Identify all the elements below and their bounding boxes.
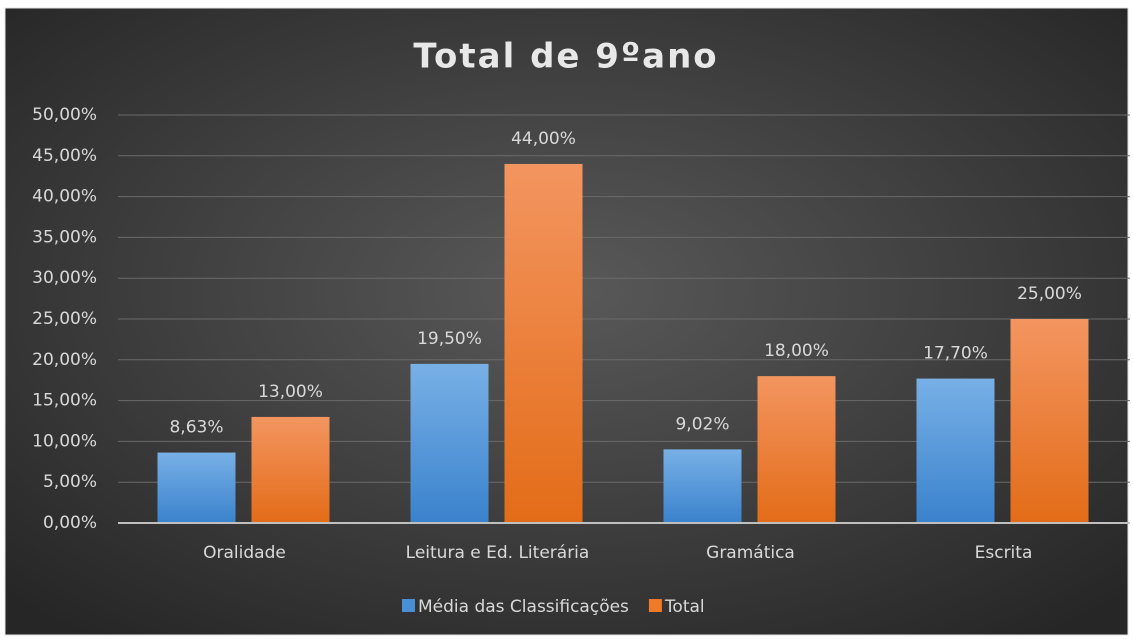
bar xyxy=(251,416,330,523)
x-tick-label: Oralidade xyxy=(203,543,286,563)
legend-swatch xyxy=(402,599,415,612)
y-tick-label: 40,00% xyxy=(32,187,97,207)
legend-label: Total xyxy=(664,597,705,617)
data-label: 17,70% xyxy=(923,344,988,364)
bar xyxy=(157,452,236,523)
data-label: 18,00% xyxy=(764,341,829,361)
x-tick-label: Leitura e Ed. Literária xyxy=(406,543,590,563)
bar xyxy=(916,378,995,523)
y-tick-label: 15,00% xyxy=(32,391,97,411)
data-label: 19,50% xyxy=(417,329,482,349)
data-label: 13,00% xyxy=(258,382,323,402)
y-tick-label: 20,00% xyxy=(32,350,97,370)
bar xyxy=(1010,319,1089,523)
bar xyxy=(663,449,742,523)
y-tick-label: 25,00% xyxy=(32,309,97,329)
y-tick-label: 30,00% xyxy=(32,268,97,288)
y-tick-label: 50,00% xyxy=(32,105,97,125)
legend-label: Média das Classificações xyxy=(418,597,629,617)
y-tick-label: 35,00% xyxy=(32,227,97,247)
data-label: 44,00% xyxy=(511,129,576,149)
chart-title: Total de 9ºano xyxy=(413,37,718,77)
x-tick-label: Gramática xyxy=(706,543,795,563)
data-label: 25,00% xyxy=(1017,284,1082,304)
bar xyxy=(504,163,583,523)
y-tick-label: 45,00% xyxy=(32,146,97,166)
data-label: 8,63% xyxy=(169,418,223,438)
bar xyxy=(757,376,836,523)
y-tick-label: 0,00% xyxy=(43,513,97,533)
bar xyxy=(410,363,489,523)
x-tick-label: Escrita xyxy=(975,543,1033,563)
legend-swatch xyxy=(648,599,662,612)
y-tick-label: 5,00% xyxy=(43,472,97,492)
data-label: 9,02% xyxy=(675,414,729,434)
y-tick-label: 10,00% xyxy=(32,431,97,451)
